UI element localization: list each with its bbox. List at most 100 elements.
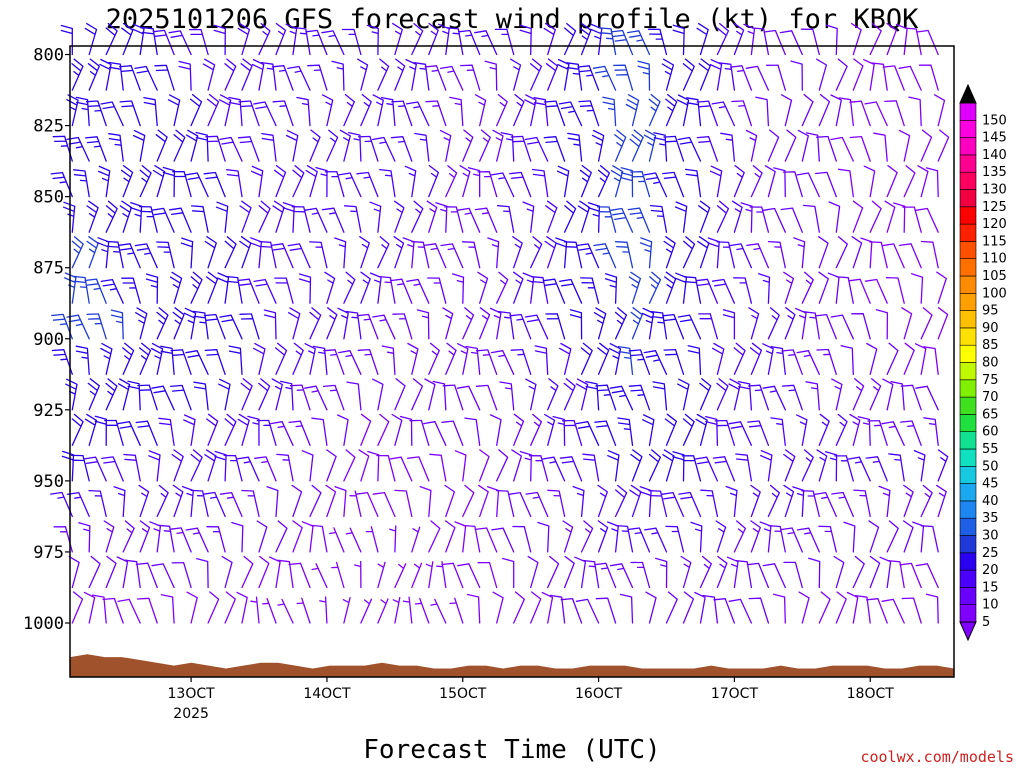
wind-barb [413,62,430,91]
colorbar-label: 15 [982,580,999,595]
wind-barb [901,307,913,340]
wind-barb [145,273,159,304]
wind-barb [915,207,939,233]
wind-barb [528,455,549,482]
wind-barb [544,413,556,446]
wind-barb [228,345,243,375]
wind-barb [121,277,141,304]
wind-barb [716,241,736,269]
wind-barb [110,309,124,340]
wind-barb [851,313,871,340]
wind-barb [864,101,888,127]
wind-barb [348,131,362,162]
wind-barb [84,278,107,304]
wind-barb [617,345,634,375]
wind-barb [522,272,535,304]
wind-barb [591,129,605,162]
wind-barb [339,129,351,162]
wind-barb [190,205,209,233]
wind-barb [818,525,837,553]
colorbar-label: 110 [982,252,1007,267]
wind-barb [279,380,294,411]
wind-barb [900,384,922,411]
wind-barb [156,484,169,518]
colorbar-label: 20 [982,563,999,578]
wind-barb [73,169,90,198]
colorbar-segment [959,569,977,588]
wind-barb [372,136,396,162]
wind-barb [694,591,706,624]
wind-barb [258,22,271,56]
wind-barb [143,96,158,127]
wind-barb [170,384,192,411]
wind-barb [405,101,430,127]
wind-barb [285,129,299,162]
wind-barb [213,24,226,56]
wind-barb [343,93,355,127]
colorbar-label: 85 [982,338,999,353]
wind-barb [663,271,677,304]
colorbar-label: 80 [982,356,999,371]
wind-barb [250,596,260,624]
wind-barb [116,556,129,589]
wind-barb [869,22,882,56]
wind-barb [524,314,549,340]
wind-barb [141,26,158,56]
wind-barb [409,419,430,446]
wind-barb [814,313,837,340]
wind-barb [275,22,287,56]
wind-barb [597,342,610,375]
wind-barb [292,520,303,553]
wind-barb [172,484,184,518]
wind-barb [913,449,926,482]
colorbar-label: 120 [982,217,1007,232]
wind-barb [301,521,314,553]
wind-barb [627,527,651,553]
wind-barb [170,349,192,375]
wind-barb [835,413,848,446]
wind-barb [341,28,362,56]
wind-barb [70,454,90,482]
wind-barb [542,278,566,304]
wind-barb [733,520,747,553]
wind-barb [560,597,583,624]
wind-barb [694,456,719,482]
wind-barb [525,378,537,411]
wind-barb [852,555,865,589]
wind-barb [899,243,922,269]
wind-barb [849,100,871,127]
wind-barb [444,520,456,553]
wind-barb [582,559,600,589]
wind-barb [224,58,237,91]
wind-barb [556,165,570,198]
wind-barb [530,413,543,446]
wind-barb [343,205,362,233]
wind-barb [360,271,371,304]
wind-barb [185,172,209,198]
wind-barb [156,241,175,269]
wind-barb [391,413,403,446]
wind-barb [136,597,158,624]
wind-barb [508,491,532,518]
wind-barb [852,200,864,233]
wind-barb [310,524,328,553]
wind-barb [390,136,413,162]
wind-barb [563,22,577,56]
wind-barb [309,129,321,162]
wind-barb [797,129,809,162]
wind-barb [446,27,464,56]
wind-barb [358,449,370,482]
wind-barb [615,524,634,553]
wind-barb [425,100,447,127]
wind-barb [416,309,430,340]
wind-barb [759,521,772,553]
wind-barb [626,30,651,56]
wind-barb [525,491,549,518]
wind-barb [377,58,390,91]
wind-barb [672,24,685,56]
wind-barb [678,491,702,518]
wind-barb [802,204,820,233]
wind-barb [205,135,226,162]
wind-barb [444,484,456,518]
wind-barb [705,415,719,446]
